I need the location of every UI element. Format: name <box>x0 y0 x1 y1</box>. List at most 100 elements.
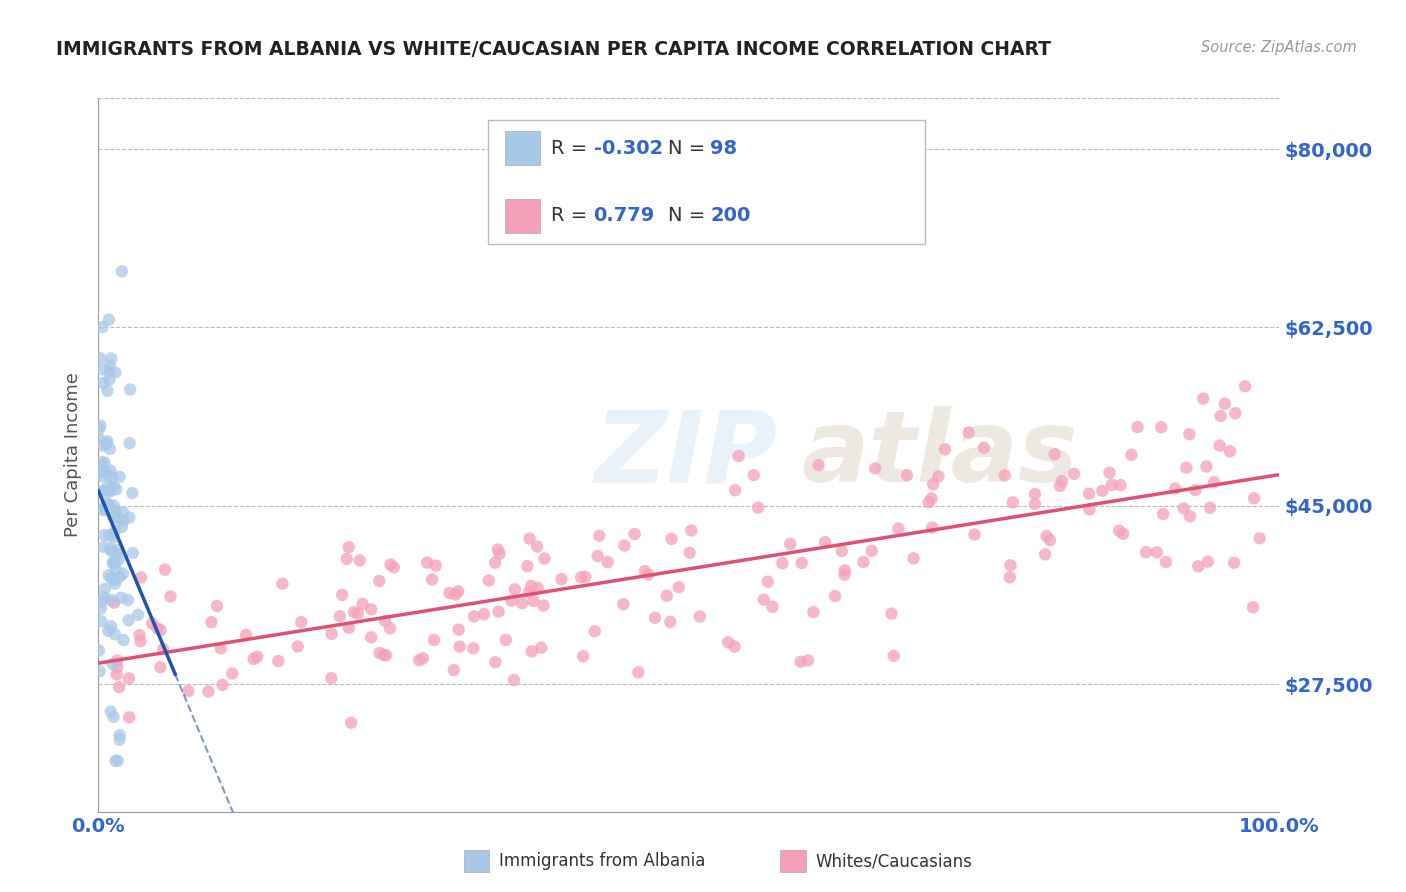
Point <box>655 589 678 603</box>
Point <box>1192 392 1215 406</box>
Point <box>1109 478 1132 492</box>
Text: atlas: atlas <box>801 407 1077 503</box>
Point <box>118 710 141 724</box>
Point <box>242 652 264 666</box>
Point <box>1001 495 1024 509</box>
Point <box>97 312 120 326</box>
Point <box>105 547 128 561</box>
Text: Source: ZipAtlas.com: Source: ZipAtlas.com <box>1201 40 1357 55</box>
Point <box>91 455 114 469</box>
Point <box>634 564 657 578</box>
Point <box>420 573 443 587</box>
Point <box>613 539 636 553</box>
Point <box>1033 548 1056 562</box>
Point <box>93 528 115 542</box>
Point <box>321 671 343 685</box>
Point <box>105 653 128 667</box>
Point <box>93 582 115 596</box>
Point <box>1154 555 1177 569</box>
Point <box>1199 500 1222 515</box>
Point <box>118 672 141 686</box>
Point <box>516 559 538 574</box>
Point <box>91 439 114 453</box>
Point <box>834 563 856 577</box>
Point <box>824 589 846 603</box>
Y-axis label: Per Capita Income: Per Capita Income <box>65 373 83 537</box>
Point <box>1197 555 1219 569</box>
Point <box>569 570 592 584</box>
Point <box>488 547 510 561</box>
Point <box>586 549 609 563</box>
Point <box>423 632 446 647</box>
Point <box>97 568 120 582</box>
Point <box>1050 474 1073 488</box>
Point <box>267 654 290 668</box>
Point <box>1234 379 1257 393</box>
Point <box>373 648 395 662</box>
Point <box>533 599 555 613</box>
Text: 0.779: 0.779 <box>593 206 655 226</box>
Point <box>550 572 572 586</box>
Point <box>742 468 765 483</box>
Point <box>246 649 269 664</box>
Point <box>93 456 115 470</box>
Point <box>349 553 371 567</box>
Point <box>572 649 595 664</box>
Point <box>408 653 430 667</box>
Point <box>752 592 775 607</box>
Point <box>375 648 398 663</box>
Point <box>90 595 112 609</box>
Point <box>93 503 115 517</box>
Point <box>1112 526 1135 541</box>
Point <box>98 542 121 557</box>
Text: Immigrants from Albania: Immigrants from Albania <box>499 852 706 871</box>
Point <box>1178 427 1201 442</box>
Point <box>724 640 747 654</box>
Point <box>98 483 121 497</box>
Point <box>153 563 176 577</box>
Point <box>107 754 129 768</box>
Point <box>100 464 122 478</box>
Point <box>89 351 111 366</box>
Point <box>425 558 447 573</box>
Point <box>90 601 112 615</box>
Point <box>91 502 114 516</box>
Text: N =: N = <box>668 138 711 158</box>
Point <box>1187 559 1209 574</box>
Point <box>98 442 121 456</box>
Point <box>927 469 949 483</box>
Point <box>689 609 711 624</box>
Point <box>112 505 135 519</box>
Point <box>495 632 517 647</box>
Point <box>1024 487 1046 501</box>
Point <box>583 624 606 639</box>
Point <box>519 532 541 546</box>
Text: 200: 200 <box>710 206 751 226</box>
Point <box>668 580 690 594</box>
Text: Whites/Caucasians: Whites/Caucasians <box>815 852 973 871</box>
Point <box>117 613 139 627</box>
Point <box>807 458 830 472</box>
Point <box>149 624 172 638</box>
Point <box>1219 444 1241 458</box>
Point <box>659 615 682 629</box>
Point <box>177 684 200 698</box>
Point <box>612 597 634 611</box>
Point <box>90 484 112 499</box>
Point <box>1043 447 1066 461</box>
Point <box>100 571 122 585</box>
Text: -0.302: -0.302 <box>593 138 662 158</box>
Point <box>209 641 232 656</box>
Point <box>883 648 905 663</box>
Point <box>101 510 124 524</box>
Point <box>91 362 114 376</box>
Point <box>352 597 374 611</box>
Point <box>860 544 883 558</box>
Point <box>100 351 122 366</box>
Point <box>336 552 359 566</box>
Point <box>200 615 222 629</box>
Point <box>1249 531 1271 545</box>
Point <box>103 499 125 513</box>
Point <box>287 640 309 654</box>
Text: R =: R = <box>551 138 593 158</box>
